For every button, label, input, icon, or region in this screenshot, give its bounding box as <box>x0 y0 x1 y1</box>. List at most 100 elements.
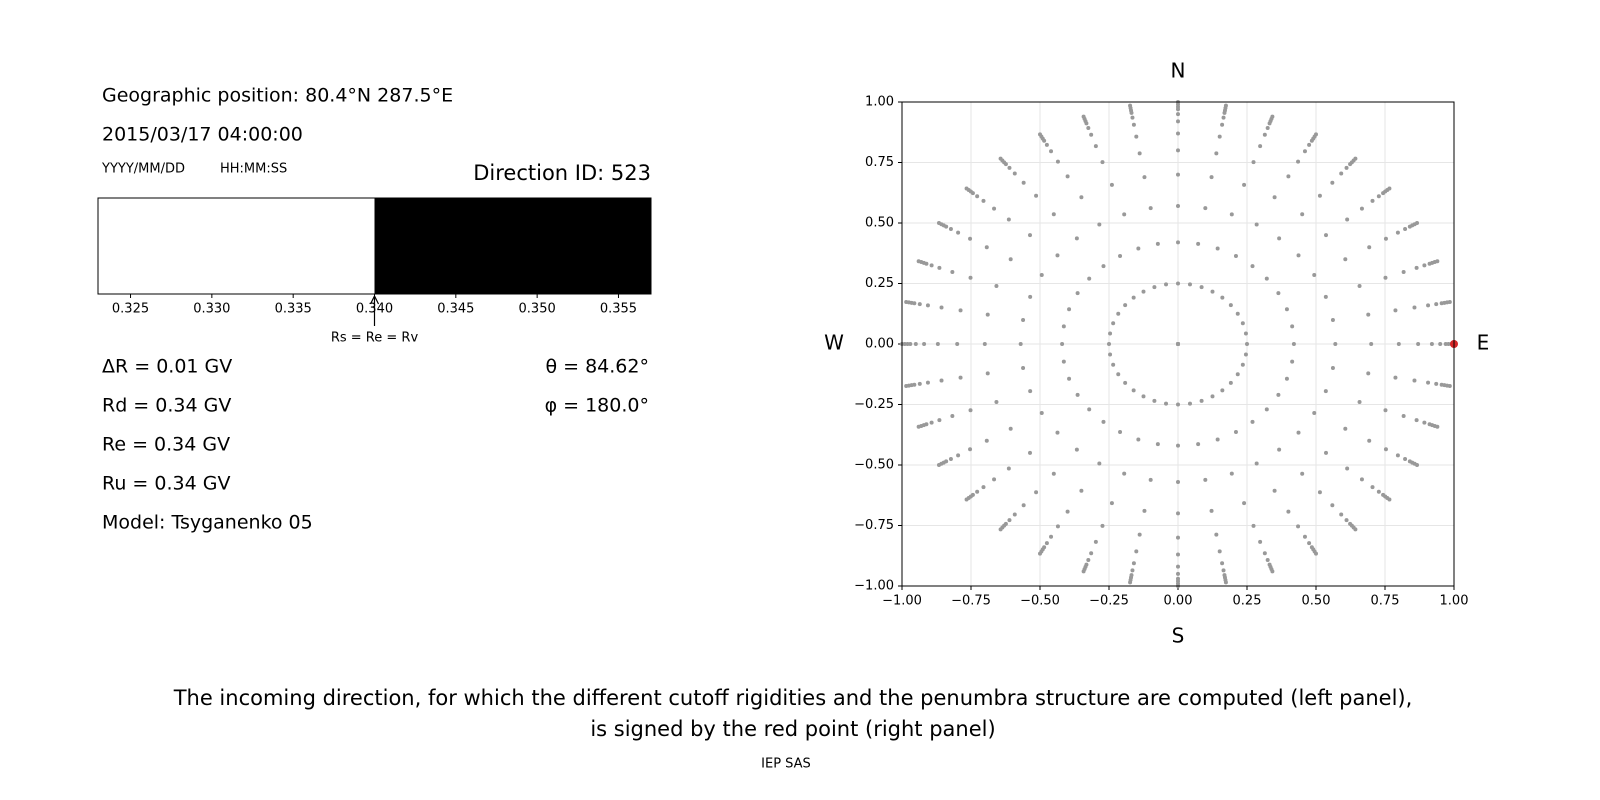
direction-point <box>1323 233 1328 238</box>
direction-point <box>1044 541 1049 546</box>
direction-point <box>937 418 942 423</box>
direction-point <box>1152 285 1157 290</box>
direction-point <box>968 275 973 280</box>
direction-point <box>1300 212 1305 217</box>
direction-point <box>992 206 997 211</box>
direction-point <box>984 245 989 250</box>
direction-point <box>1136 246 1141 251</box>
direction-point <box>1357 284 1362 289</box>
direction-point <box>939 305 944 310</box>
direction-point <box>982 342 987 346</box>
direction-point <box>1155 241 1160 246</box>
direction-point <box>1012 512 1017 517</box>
direction-point <box>917 381 922 386</box>
direction-point <box>1366 371 1371 376</box>
x-tick-label: 1.00 <box>1440 594 1469 609</box>
direction-point <box>1155 442 1160 447</box>
direction-point <box>1258 539 1263 544</box>
direction-point <box>1235 372 1240 377</box>
direction-point <box>1055 430 1060 435</box>
direction-point <box>1118 430 1123 435</box>
direction-point <box>1141 289 1146 294</box>
direction-point <box>905 342 910 346</box>
direction-point <box>1111 321 1116 326</box>
direction-point <box>1028 233 1033 238</box>
direction-point <box>1223 103 1228 108</box>
direction-point <box>948 456 953 461</box>
compass-east: E <box>1477 331 1490 355</box>
direction-point <box>1131 388 1136 393</box>
direction-point <box>1130 568 1135 573</box>
direction-point <box>1039 410 1044 415</box>
direction-point <box>1021 365 1026 370</box>
direction-point <box>1376 489 1381 494</box>
direction-point <box>1415 221 1420 225</box>
direction-point <box>1123 380 1128 385</box>
direction-point <box>1131 561 1136 566</box>
direction-point <box>1264 407 1269 412</box>
direction-point <box>1089 132 1094 137</box>
direction-point <box>1122 471 1127 476</box>
direction-point <box>1187 401 1192 406</box>
direction-point <box>1284 376 1289 381</box>
direction-point <box>1242 182 1247 187</box>
direction-point <box>1210 394 1215 399</box>
x-tick-label: −1.00 <box>882 594 922 609</box>
direction-point <box>1176 342 1180 346</box>
arrow-head <box>369 294 380 305</box>
direction-point <box>1416 342 1421 346</box>
direction-point <box>1240 362 1245 367</box>
direction-point <box>1176 240 1180 245</box>
direction-point <box>1007 518 1012 523</box>
direction-point <box>1290 324 1295 329</box>
direction-point <box>1137 151 1142 156</box>
direction-point <box>1343 257 1348 262</box>
direction-point <box>1203 206 1208 211</box>
rd: Rd = 0.34 GV <box>102 395 231 417</box>
direction-point <box>1176 564 1180 569</box>
direction-point <box>958 308 963 313</box>
direction-point <box>1229 471 1234 476</box>
direction-point <box>1401 269 1406 274</box>
direction-point <box>1074 447 1079 452</box>
direction-point <box>1229 212 1234 217</box>
direction-point <box>1242 501 1247 506</box>
direction-point <box>1128 580 1133 585</box>
direction-point <box>1049 534 1054 539</box>
direction-point <box>985 371 990 376</box>
position: Geographic position: 80.4°N 287.5°E <box>102 85 453 107</box>
annotation-label: Rs = Re = Rv <box>331 331 419 346</box>
direction-point <box>1142 508 1147 513</box>
direction-point <box>1012 171 1017 176</box>
direction-id: Direction ID: 523 <box>473 161 651 185</box>
direction-point <box>1317 193 1322 198</box>
direction-point <box>1276 291 1281 296</box>
footer: IEP SAS <box>761 757 811 772</box>
direction-point <box>913 342 918 346</box>
direction-point <box>1223 580 1228 585</box>
direction-point <box>1330 318 1335 323</box>
y-tick-label: −0.50 <box>854 458 894 473</box>
direction-point <box>1272 195 1277 200</box>
direction-point <box>1412 378 1417 383</box>
direction-point <box>1051 212 1056 217</box>
direction-point <box>1250 419 1255 424</box>
direction-point <box>1220 122 1225 127</box>
direction-point <box>1028 294 1033 299</box>
direction-point <box>1176 479 1180 484</box>
penumbra-segment <box>374 198 651 294</box>
direction-point <box>1270 114 1275 119</box>
x-tick-label: 0.330 <box>193 302 230 317</box>
direction-point <box>1272 488 1277 493</box>
direction-point <box>1339 171 1344 176</box>
direction-point <box>1081 114 1086 119</box>
delta-r: ΔR = 0.01 GV <box>102 356 232 378</box>
direction-point <box>1067 376 1072 381</box>
direction-point <box>1108 352 1113 357</box>
direction-point <box>1038 551 1042 556</box>
direction-point <box>1220 561 1225 566</box>
y-tick-label: −0.25 <box>854 397 894 412</box>
direction-point <box>1087 276 1092 281</box>
direction-point <box>1107 342 1111 346</box>
phi: φ = 180.0° <box>545 395 649 417</box>
